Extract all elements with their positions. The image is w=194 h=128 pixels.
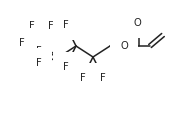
Text: O: O [120,41,128,51]
Text: F: F [100,73,106,83]
Text: F: F [36,46,42,56]
Text: F: F [19,38,25,48]
Text: F: F [29,21,35,31]
Text: F: F [63,62,69,72]
Text: F: F [80,73,86,83]
Text: O: O [133,18,141,28]
Text: F: F [63,20,69,30]
Text: F: F [36,58,42,68]
Text: F: F [48,21,54,31]
